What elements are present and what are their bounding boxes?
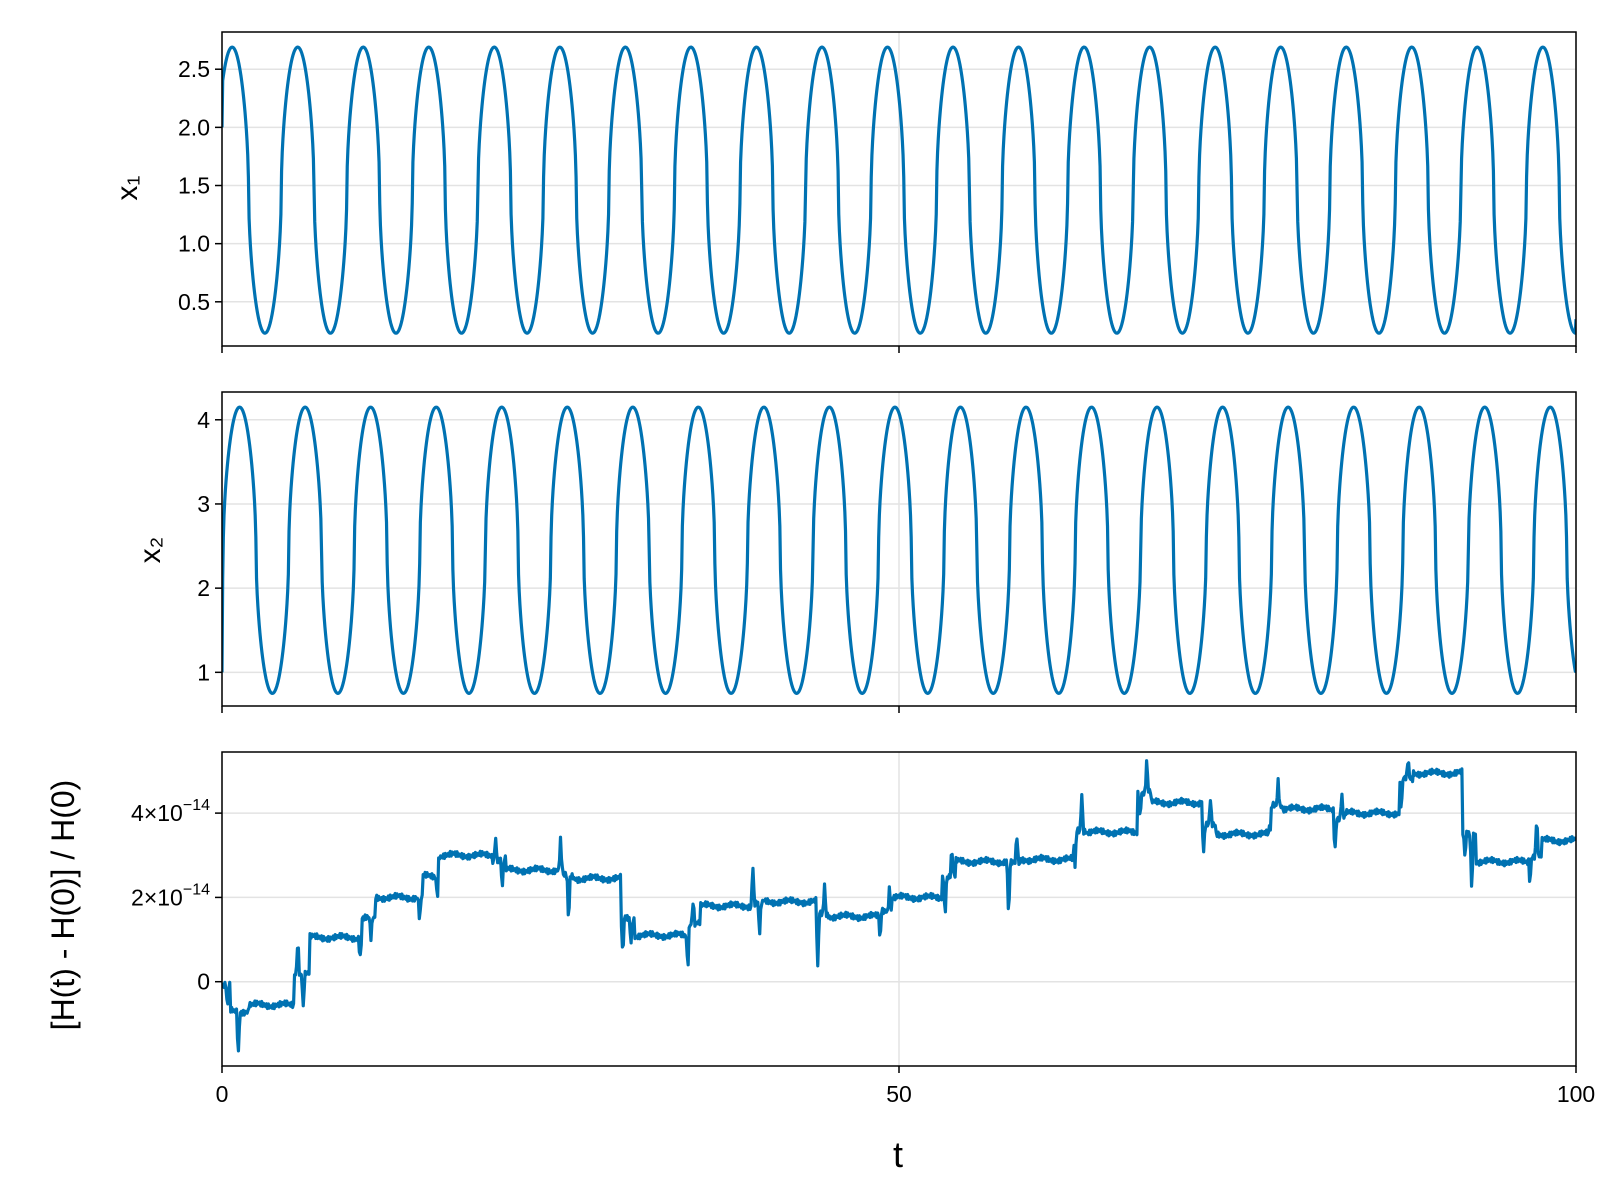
energy-y-tick-label: 0 (197, 969, 210, 995)
x1-y-tick-label: 1.5 (178, 173, 210, 199)
energy-y-tick-label: 4×10−14 (131, 797, 210, 826)
energy-y-tick-mantissa: 2×10 (131, 884, 183, 910)
x1-series-line (222, 45, 1576, 335)
x1-y-tick-label: 2.5 (178, 56, 210, 82)
energy-y-tick-label: 2×10−14 (131, 881, 210, 910)
x1-y-tick-label: 0.5 (178, 289, 210, 315)
x1-y-tick-label: 2.0 (178, 114, 210, 140)
energy-y-tick-exponent: −14 (183, 881, 210, 898)
panel-x1: 0.5 1.0 1.5 2.0 2.5 (178, 31, 1577, 353)
energy-x-tick-label: 0 (216, 1081, 229, 1107)
x2-y-tick-label: 3 (197, 491, 210, 517)
panel-energy: 02×10−144×10−140 50 100 (131, 751, 1595, 1107)
energy-series-line (222, 759, 1576, 1053)
x2-series-line (222, 405, 1576, 695)
x2-y-tick-label: 2 (197, 575, 210, 601)
energy-x-tick-label: 100 (1557, 1081, 1595, 1107)
energy-y-tick-exponent: −14 (183, 797, 210, 814)
energy-axis-title: [H(t) - H(0)] / H(0) (45, 780, 81, 1031)
x2-y-tick-label: 4 (197, 407, 210, 433)
t-axis-title: t (893, 1134, 903, 1175)
x1-y-tick-label: 1.0 (178, 231, 210, 257)
panel-x2: 1 2 3 4 (197, 391, 1577, 713)
x1-axis-title: x₁ (111, 175, 144, 200)
x2-axis-title: x₂ (134, 537, 167, 564)
energy-x-tick-label: 50 (886, 1081, 912, 1107)
energy-y-tick-mantissa: 4×10 (131, 800, 183, 826)
x2-y-tick-label: 1 (197, 659, 210, 685)
